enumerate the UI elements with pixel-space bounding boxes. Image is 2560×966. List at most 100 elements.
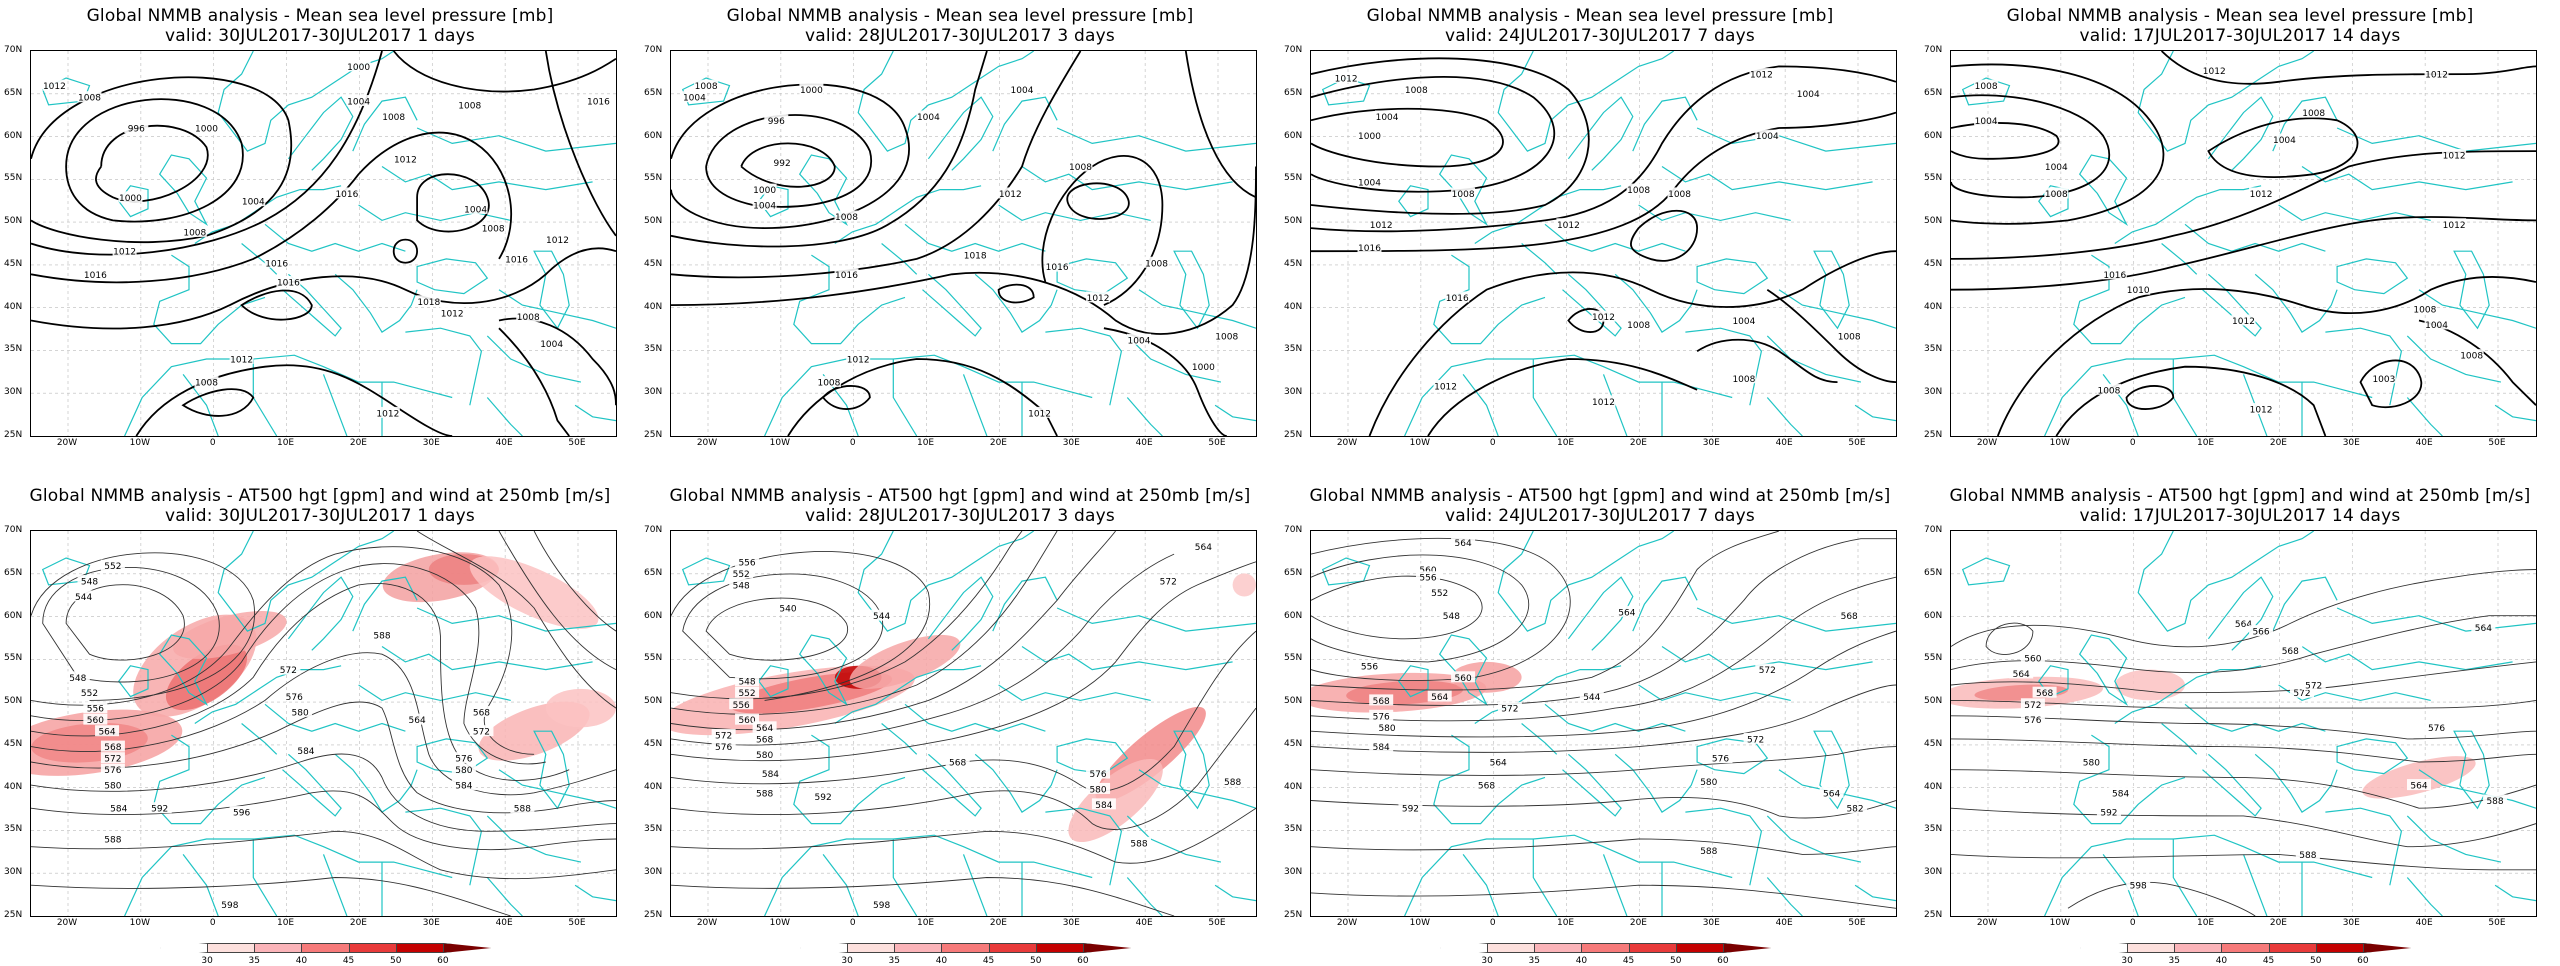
contour-line	[65, 98, 244, 223]
panel-valid-period: valid: 30JUL2017-30JUL2017 1 days	[165, 26, 475, 46]
coastline	[416, 607, 616, 632]
contour-label: 1008	[1145, 259, 1168, 269]
contour-label: 576	[2428, 724, 2445, 734]
colorbar-tick-label: 30	[2121, 956, 2133, 966]
contour-line	[1951, 615, 2536, 674]
contour-line	[997, 283, 1035, 304]
coastline	[252, 359, 278, 436]
contour-label: 1012	[2250, 190, 2273, 200]
contour-label-bg	[1220, 775, 1245, 787]
contour-label-bg	[469, 725, 494, 737]
coastline	[2406, 815, 2502, 863]
coastline	[2406, 335, 2502, 383]
contour-label-bg	[1497, 702, 1522, 714]
contour-label: 560	[738, 716, 755, 726]
contour-line	[498, 531, 616, 671]
contour-label: 1012	[1434, 382, 1457, 392]
coastline	[2336, 258, 2409, 295]
lon-tick-label: 10E	[916, 438, 935, 448]
contour-label-bg	[2442, 148, 2467, 160]
contour-label: 1008	[183, 228, 206, 238]
contour-label-bg	[282, 690, 307, 702]
coastline	[1404, 834, 1733, 916]
contour-label-bg	[776, 602, 800, 613]
contour-label-bg	[1334, 71, 1359, 83]
lon-tick-label: 30E	[422, 918, 440, 928]
lon-tick-label: 20W	[696, 918, 718, 928]
lon-tick-label: 10E	[276, 438, 295, 448]
contour-label: 1008	[1452, 190, 1475, 200]
panel-title: Global NMMB analysis - Mean sea level pr…	[0, 6, 640, 46]
lat-tick-label: 50N	[644, 696, 663, 707]
contour-label-bg	[1427, 586, 1452, 598]
contour-label-bg	[2278, 644, 2303, 656]
contour-label: 566	[2252, 628, 2269, 638]
lon-tick-label: 20W	[1976, 438, 1998, 448]
contour-label-bg	[1486, 756, 1511, 767]
coastline	[857, 51, 1035, 152]
wind-speed-shading	[469, 556, 599, 629]
coastline	[124, 834, 453, 916]
contour-label: 1012	[113, 248, 136, 258]
lon-tick-label: 20E	[349, 438, 367, 448]
contour-label-bg	[770, 156, 795, 168]
lat-tick-label: 25N	[4, 910, 23, 920]
panel-title: Global NMMB analysis - Mean sea level pr…	[1280, 6, 1920, 46]
panel-title: Global NMMB analysis - Mean sea level pr…	[640, 6, 1280, 46]
coastline	[358, 684, 511, 702]
contour-line	[544, 51, 616, 237]
contour-label-bg	[1357, 241, 1382, 253]
map-canvas: 1008 1004 1004 1008 1012 1012 1008 1004 1012 1012…	[1951, 51, 2536, 436]
map-canvas: 5565525485405445485525565605645685725765…	[671, 531, 1256, 916]
contour-line	[392, 238, 419, 264]
contour-line	[240, 289, 313, 321]
contour-label: 568	[2036, 689, 2053, 699]
contour-label: 560	[1419, 566, 1436, 576]
contour-label: 1008	[695, 82, 718, 92]
lon-tick-label: 30E	[2342, 438, 2360, 448]
contour-label: 540	[779, 605, 796, 615]
contour-label: 592	[2100, 809, 2117, 819]
contour-label-bg	[711, 729, 736, 741]
colorbar-swatch	[988, 943, 1037, 953]
coastline	[922, 753, 982, 817]
lon-tick-label: 40E	[495, 918, 513, 928]
colorbar-tick-label: 45	[982, 956, 995, 966]
colorbar-tick-label: 60	[1077, 956, 1089, 966]
contour-line	[95, 124, 209, 203]
colorbar-tick-label: 60	[437, 956, 449, 966]
contour-line	[1103, 327, 1228, 436]
contour-label-bg	[2020, 713, 2045, 725]
contour-label-bg	[1749, 68, 1774, 80]
contour-label: 564	[1431, 693, 1448, 703]
contour-label-bg	[1667, 187, 1692, 199]
contour-label-bg	[1027, 406, 1052, 418]
colorbar-swatch	[1082, 943, 1131, 953]
contour-label: 598	[2130, 882, 2147, 892]
colorbar-swatch	[348, 943, 397, 953]
coastline	[834, 185, 982, 245]
coastline	[1126, 335, 1222, 383]
coastline	[533, 250, 570, 330]
panel-title-text: Global NMMB analysis - AT500 hgt [gpm] a…	[1949, 486, 2531, 506]
contour-label-bg	[118, 191, 143, 203]
contour-label-bg	[1086, 782, 1111, 794]
contour-label: 580	[104, 782, 121, 792]
contour-label-bg	[1214, 329, 1239, 341]
contour-label: 1012	[2443, 221, 2466, 231]
contour-line	[31, 552, 255, 701]
contour-line	[1951, 94, 2111, 199]
contour-label: 1008	[2097, 386, 2120, 396]
colorbar-tick-label: 45	[1622, 956, 1635, 966]
contour-label-bg	[846, 353, 871, 364]
contour-label: 572	[715, 732, 732, 742]
contour-label: 598	[873, 901, 890, 911]
coastline	[1214, 404, 1256, 422]
coastline	[1544, 703, 1686, 732]
contour-label: 1016	[84, 271, 107, 281]
coastline	[1056, 738, 1129, 775]
map-panel-slp14: Global NMMB analysis - Mean sea level pr…	[1920, 0, 2560, 480]
colorbar-tick-label: 35	[888, 956, 900, 966]
contour-label-bg	[869, 898, 894, 910]
contour-line	[1311, 884, 1896, 909]
